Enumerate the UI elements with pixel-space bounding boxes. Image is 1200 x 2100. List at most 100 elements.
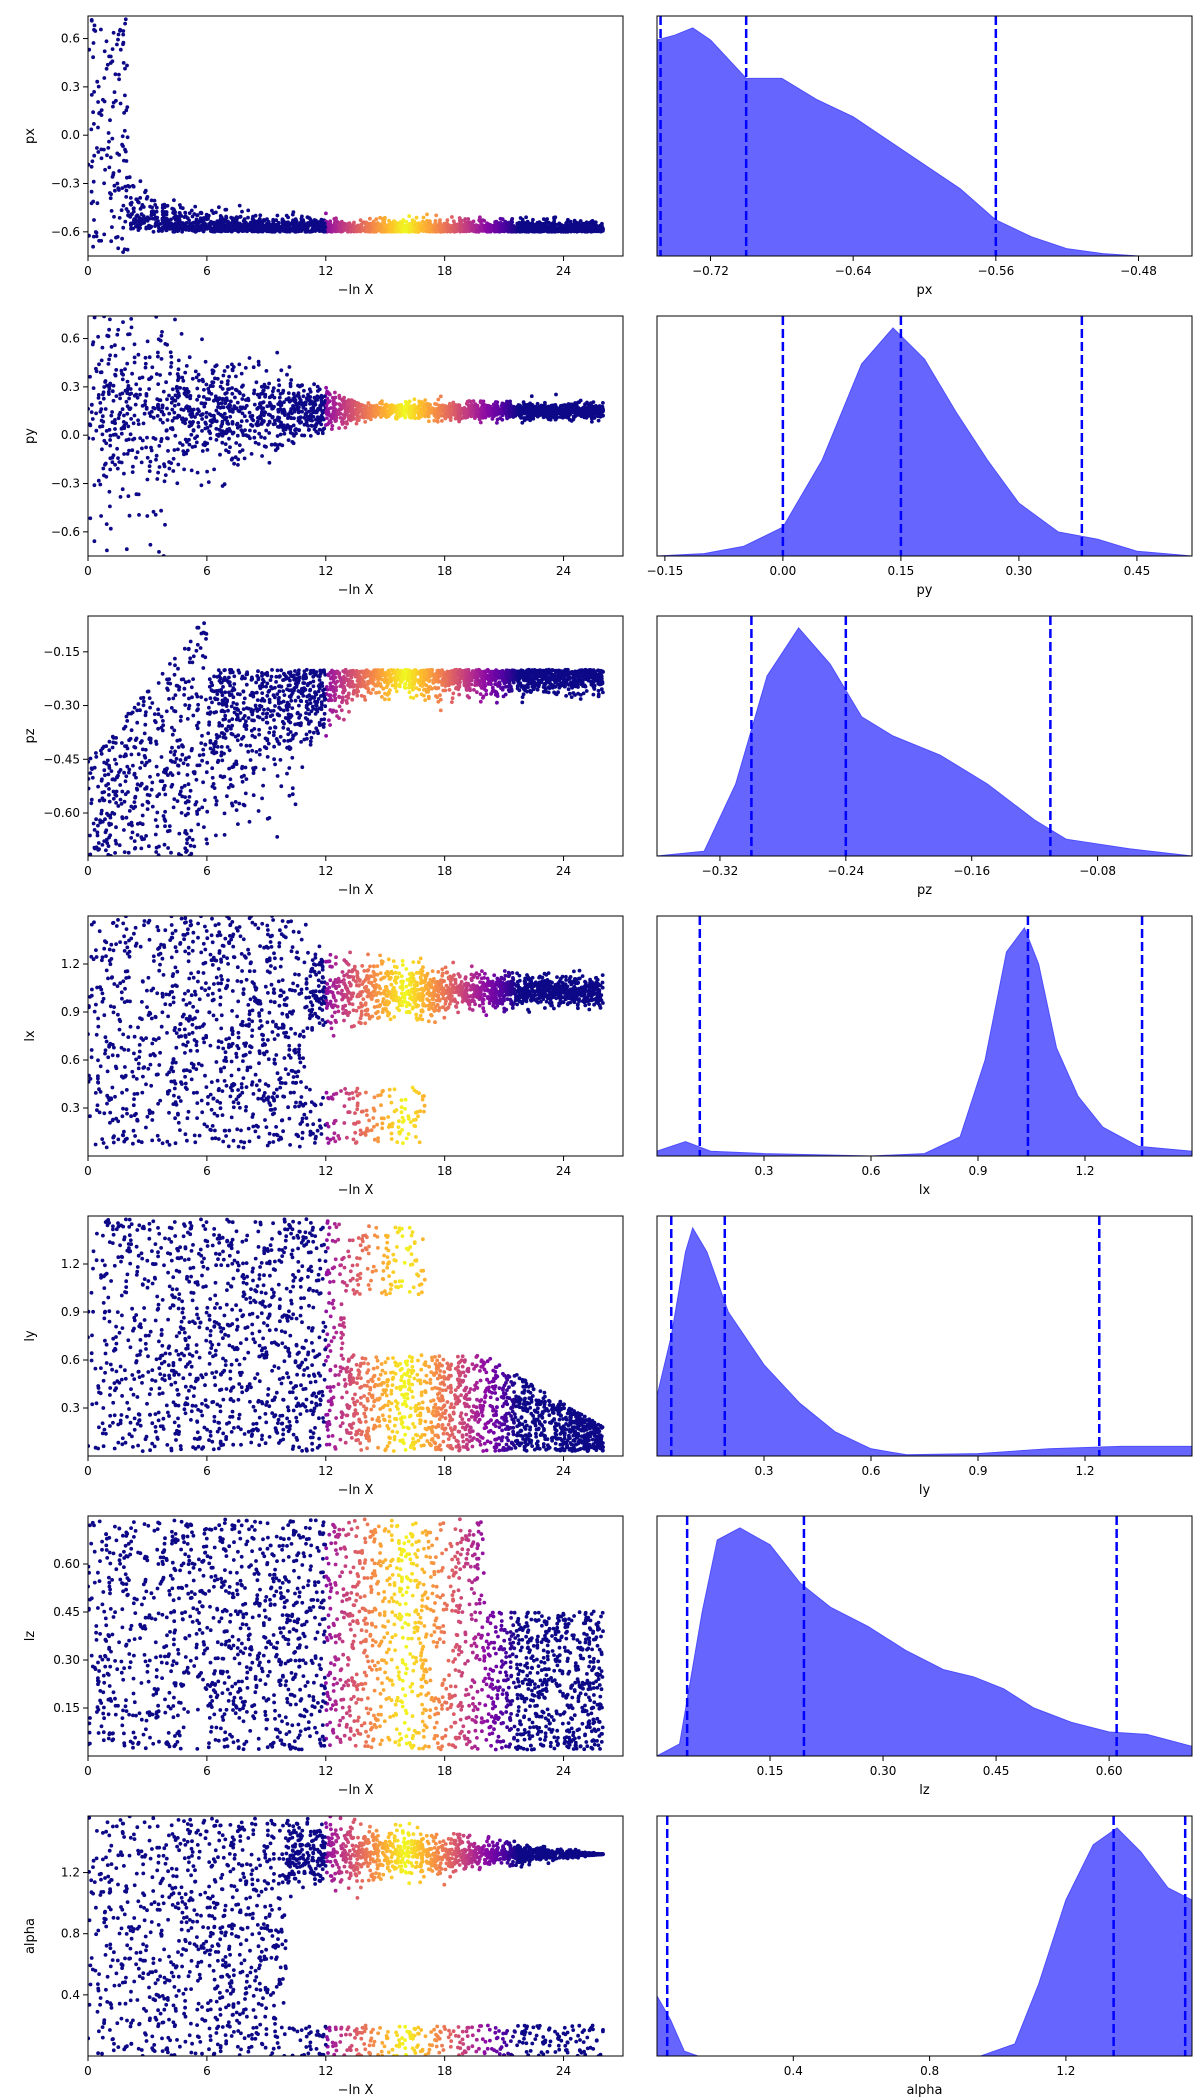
scatter-point (317, 420, 322, 425)
scatter-point (520, 221, 525, 226)
scatter-point (131, 464, 135, 469)
scatter-point (175, 481, 180, 486)
scatter-point (511, 229, 515, 234)
scatter-point (434, 402, 439, 407)
scatter-point (421, 226, 425, 231)
scatter-point (574, 403, 579, 408)
scatter-point (438, 394, 443, 399)
scatter-point (128, 432, 133, 437)
scatter-point (276, 225, 281, 230)
scatter-point (95, 201, 100, 206)
scatter-point (171, 227, 176, 232)
scatter-point (440, 405, 444, 410)
x-tick-label: 18 (437, 264, 452, 278)
scatter-point (220, 405, 225, 410)
scatter-point (130, 212, 134, 217)
scatter-point (267, 381, 271, 386)
scatter-point (249, 225, 254, 229)
scatter-point (179, 214, 184, 218)
scatter-point (155, 477, 160, 481)
scatter-point (552, 227, 557, 232)
x-axis-label: −ln X (338, 283, 374, 298)
scatter-point (246, 208, 251, 213)
scatter-point (136, 228, 141, 233)
scatter-point (100, 414, 105, 419)
scatter-point (317, 427, 322, 432)
scatter-point (116, 416, 121, 421)
scatter-point (91, 41, 96, 45)
scatter-point (464, 225, 468, 230)
scatter-point (243, 428, 247, 432)
scatter-point (124, 547, 129, 552)
scatter-point (319, 393, 324, 398)
scatter-point (240, 209, 244, 214)
scatter-point (360, 220, 365, 225)
scatter-point (216, 405, 220, 409)
scatter-point (170, 387, 175, 392)
scatter-point (213, 364, 218, 369)
scatter-point (125, 247, 130, 252)
scatter-point (195, 470, 200, 475)
scatter-point (277, 383, 282, 388)
scatter-point (325, 416, 329, 420)
scatter-point (160, 229, 165, 233)
scatter-point (262, 436, 267, 440)
scatter-point (251, 217, 256, 222)
scatter-point (434, 415, 438, 419)
scatter-point (504, 225, 508, 229)
scatter-point (110, 460, 115, 465)
scatter-point (92, 539, 97, 544)
scatter-point (232, 461, 237, 466)
scatter-point (172, 448, 177, 452)
scatter-point (149, 209, 154, 214)
scatter-point (474, 411, 479, 415)
scatter-point (271, 422, 276, 427)
scatter-point (385, 224, 389, 229)
scatter-point (122, 247, 127, 252)
scatter-point (271, 219, 275, 224)
scatter-point (171, 456, 176, 461)
scatter-point (88, 516, 93, 521)
scatter-point (140, 217, 145, 222)
scatter-point (574, 223, 579, 228)
scatter-point (439, 413, 444, 418)
scatter-point (302, 422, 307, 427)
scatter-point (107, 383, 112, 388)
scatter-point (107, 427, 112, 432)
scatter-point (219, 219, 224, 224)
scatter-point (121, 420, 126, 424)
scatter-point (539, 229, 543, 234)
scatter-point (138, 387, 143, 392)
scatter-point (126, 209, 130, 214)
scatter-point (300, 409, 304, 414)
scatter-point (89, 189, 94, 194)
scatter-point (531, 416, 536, 421)
scatter-point (240, 411, 245, 416)
scatter-point (141, 205, 146, 209)
scatter-point (210, 380, 215, 385)
scatter-point (102, 473, 106, 478)
scatter-point (110, 47, 115, 51)
scatter-point (122, 128, 127, 133)
scatter-point (535, 401, 540, 406)
scatter-point (92, 316, 97, 320)
scatter-point (104, 66, 109, 71)
scatter-point (282, 400, 286, 404)
scatter-point (448, 418, 453, 422)
scatter-point (88, 436, 91, 440)
scatter-point (90, 159, 95, 164)
scatter-point (457, 419, 461, 424)
scatter-point (253, 440, 258, 445)
scatter-point (156, 402, 161, 407)
scatter-point (195, 386, 200, 391)
scatter-point (275, 434, 280, 438)
scatter-point (131, 421, 136, 426)
scatter-point (172, 208, 177, 213)
scatter-point (477, 218, 482, 223)
scatter-point (270, 224, 274, 228)
scatter-point (220, 422, 225, 426)
scatter-point (478, 420, 483, 425)
scatter-point (215, 376, 220, 381)
scatter-point (238, 450, 242, 454)
scatter-point (125, 361, 130, 366)
